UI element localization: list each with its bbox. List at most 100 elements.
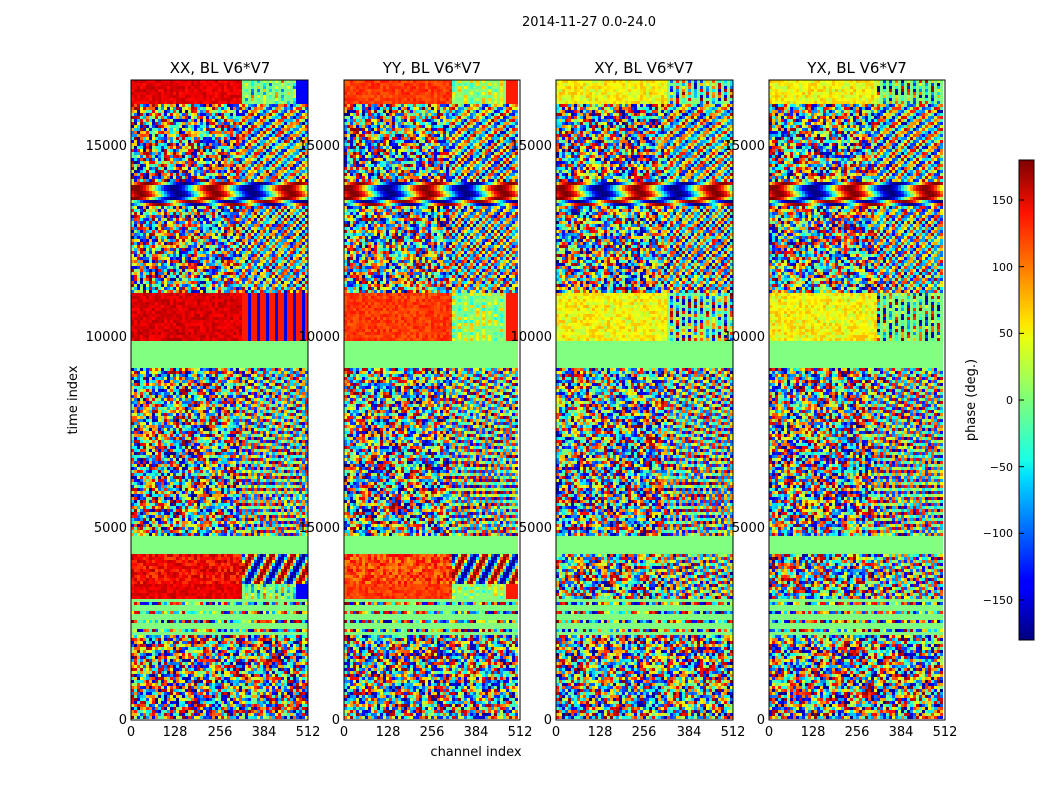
heatmap-cell xyxy=(296,86,299,89)
heatmap-cell xyxy=(242,89,245,92)
heatmap-cell xyxy=(272,107,275,110)
heatmap-cell xyxy=(173,98,176,101)
heatmap-cell xyxy=(236,89,239,92)
heatmap-cell xyxy=(266,89,269,92)
heatmap-cell xyxy=(182,92,185,95)
heatmap-cell xyxy=(146,116,149,119)
heatmap-cell xyxy=(200,101,203,104)
panel-xx: XX, BL V6*V7 time index 0 128 256 384 51… xyxy=(66,59,320,740)
heatmap-cell xyxy=(266,113,269,116)
heatmap-cell xyxy=(155,104,158,107)
heatmap-cell xyxy=(143,92,146,95)
heatmap-cell xyxy=(281,107,284,110)
heatmap-cell xyxy=(164,110,167,113)
heatmap-cell xyxy=(293,89,296,92)
heatmap-cell xyxy=(263,89,266,92)
heatmap-cell xyxy=(134,116,137,119)
heatmap-cell xyxy=(245,92,248,95)
heatmap-cell xyxy=(137,116,140,119)
heatmap-cell xyxy=(203,116,206,119)
heatmap-cell xyxy=(254,98,257,101)
heatmap-cell xyxy=(173,104,176,107)
heatmap-cell xyxy=(137,86,140,89)
heatmap-cell xyxy=(284,89,287,92)
heatmap-cell xyxy=(245,110,248,113)
heatmap-cell xyxy=(164,101,167,104)
heatmap-cell xyxy=(164,89,167,92)
heatmap-cell xyxy=(236,116,239,119)
heatmap-cell xyxy=(221,119,224,122)
heatmap-cell xyxy=(239,98,242,101)
heatmap-cell xyxy=(263,92,266,95)
heatmap-cell xyxy=(209,89,212,92)
heatmap-cell xyxy=(185,98,188,101)
heatmap-cell xyxy=(254,104,257,107)
heatmap-cell xyxy=(296,101,299,104)
heatmap-cell xyxy=(185,119,188,122)
heatmap-cell xyxy=(287,86,290,89)
heatmap-cell xyxy=(197,83,200,86)
heatmap-cell xyxy=(242,104,245,107)
heatmap-cell xyxy=(233,110,236,113)
heatmap-cell xyxy=(143,116,146,119)
heatmap-cell xyxy=(257,104,260,107)
heatmap-cell xyxy=(242,110,245,113)
heatmap-cell xyxy=(143,98,146,101)
heatmap-cell xyxy=(245,104,248,107)
heatmap-cell xyxy=(209,95,212,98)
heatmap-cell xyxy=(203,110,206,113)
heatmap-cell xyxy=(197,104,200,107)
heatmap-cell xyxy=(152,95,155,98)
heatmap-cell xyxy=(260,101,263,104)
heatmap-cell xyxy=(140,104,143,107)
heatmap-cell xyxy=(278,89,281,92)
heatmap-cell xyxy=(179,119,182,122)
heatmap-cell xyxy=(149,98,152,101)
heatmap-cell xyxy=(173,83,176,86)
heatmap-cell xyxy=(182,89,185,92)
heatmap-cell xyxy=(269,101,272,104)
heatmap-cell xyxy=(284,86,287,89)
heatmap-cell xyxy=(254,83,257,86)
heatmap-cell xyxy=(245,89,248,92)
heatmap-cell xyxy=(296,113,299,116)
heatmap-cell xyxy=(209,116,212,119)
heatmap-cell xyxy=(266,110,269,113)
heatmap-cell xyxy=(140,92,143,95)
heatmap-cell xyxy=(197,116,200,119)
heatmap-cell xyxy=(140,116,143,119)
heatmap-cell xyxy=(182,95,185,98)
heatmap-cell xyxy=(245,83,248,86)
heatmap-cell xyxy=(161,98,164,101)
heatmap-cell xyxy=(179,104,182,107)
heatmap-cell xyxy=(284,104,287,107)
heatmap-cell xyxy=(149,116,152,119)
heatmap-cell xyxy=(227,107,230,110)
heatmap-cell xyxy=(212,113,215,116)
heatmap-cell xyxy=(224,92,227,95)
heatmap-cell xyxy=(188,101,191,104)
heatmap-cell xyxy=(191,89,194,92)
heatmap-cell xyxy=(218,113,221,116)
heatmap-cell xyxy=(299,104,302,107)
heatmap-cell xyxy=(287,89,290,92)
heatmap-cell xyxy=(230,98,233,101)
heatmap-cell xyxy=(215,86,218,89)
heatmap-cell xyxy=(197,98,200,101)
heatmap-cell xyxy=(179,113,182,116)
heatmap-cell xyxy=(182,101,185,104)
heatmap-cell xyxy=(218,116,221,119)
heatmap-cell xyxy=(137,83,140,86)
heatmap-cell xyxy=(206,116,209,119)
heatmap-cell xyxy=(275,89,278,92)
heatmap-cell xyxy=(134,92,137,95)
heatmap-cell xyxy=(293,116,296,119)
heatmap-cell xyxy=(185,113,188,116)
heatmap-cell xyxy=(266,107,269,110)
heatmap-cell xyxy=(146,83,149,86)
heatmap-cell xyxy=(188,98,191,101)
heatmap-cell xyxy=(137,95,140,98)
heatmap-cell xyxy=(275,104,278,107)
heatmap-cell xyxy=(146,107,149,110)
heatmap-cell xyxy=(296,92,299,95)
